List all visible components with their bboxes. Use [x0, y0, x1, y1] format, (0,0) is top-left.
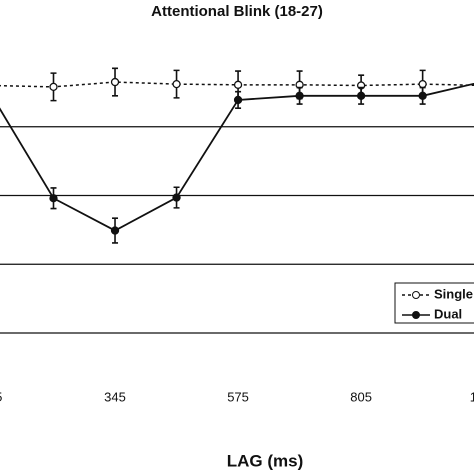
data-point [110, 226, 120, 235]
data-point [233, 80, 243, 89]
chart-title: Attentional Blink (18-27) [151, 3, 323, 20]
data-point [172, 193, 181, 202]
legend: Single Dual [394, 282, 474, 324]
x-tick-label: 115 [0, 389, 2, 404]
x-tick-label: 1035 [470, 389, 474, 404]
data-point [295, 91, 304, 100]
legend-marker [412, 311, 420, 319]
x-axis-label: LAG (ms) [227, 451, 304, 470]
legend-label: Dual [434, 306, 462, 321]
data-point [418, 91, 427, 100]
legend-label: Single [434, 286, 473, 301]
legend-marker [412, 291, 420, 299]
x-tick-label: 805 [350, 389, 372, 404]
data-point [356, 91, 366, 100]
data-point [172, 79, 181, 89]
data-point [49, 194, 58, 203]
data-point [233, 95, 243, 105]
x-tick-label: 345 [104, 389, 126, 404]
data-point [110, 77, 120, 87]
x-tick-label: 575 [227, 389, 249, 404]
data-point [418, 79, 427, 89]
data-point [49, 82, 58, 92]
legend-box [394, 282, 474, 324]
